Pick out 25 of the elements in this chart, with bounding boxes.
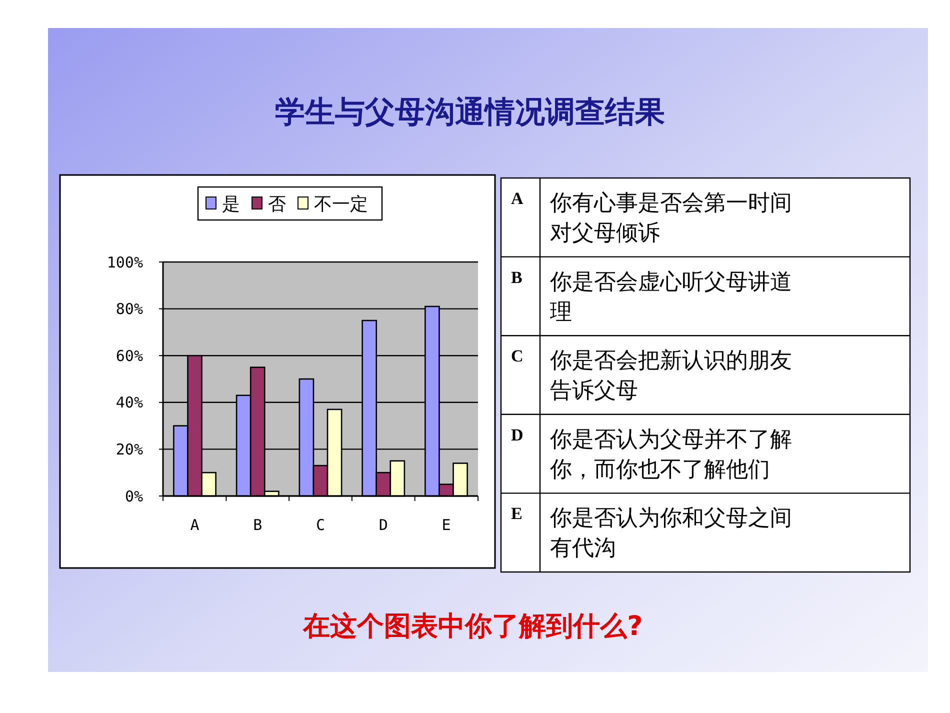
text: 你是否认为父母并不了解你，而你也不了解他们	[549, 427, 792, 482]
text: 你是否会虚心听父母讲道理	[549, 270, 792, 325]
text: 你是否认为你和父母之间有代沟	[549, 506, 792, 562]
y-tick-label: 100%	[106, 253, 143, 272]
y-tick-label: 40%	[116, 394, 143, 412]
text: A	[511, 189, 524, 208]
legend-label: 否	[268, 194, 286, 215]
text: 在这个图表中你了解到什么?	[302, 611, 643, 642]
x-tick-label: D	[378, 516, 388, 534]
x-tick-label: A	[190, 516, 200, 534]
y-tick-label: 20%	[116, 440, 143, 458]
y-tick-label: 0%	[124, 487, 143, 506]
x-tick-label: E	[442, 516, 451, 534]
text: B	[511, 268, 522, 287]
chart-title: 学生与父母沟通情况调查结果	[275, 95, 665, 130]
y-tick-label: 80%	[116, 300, 143, 318]
x-tick-label: B	[253, 516, 262, 534]
text: C	[511, 346, 524, 366]
y-tick-label: 60%	[116, 346, 143, 365]
legend-label: 是	[222, 194, 240, 215]
legend-label: 不一定	[314, 194, 368, 215]
text: 你是否会把新认识的朋友告诉父母	[549, 348, 792, 404]
text: 你有心事是否会第一时间对父母倾诉	[549, 191, 792, 246]
text: D	[511, 425, 524, 444]
x-tick-label: C	[316, 516, 326, 534]
